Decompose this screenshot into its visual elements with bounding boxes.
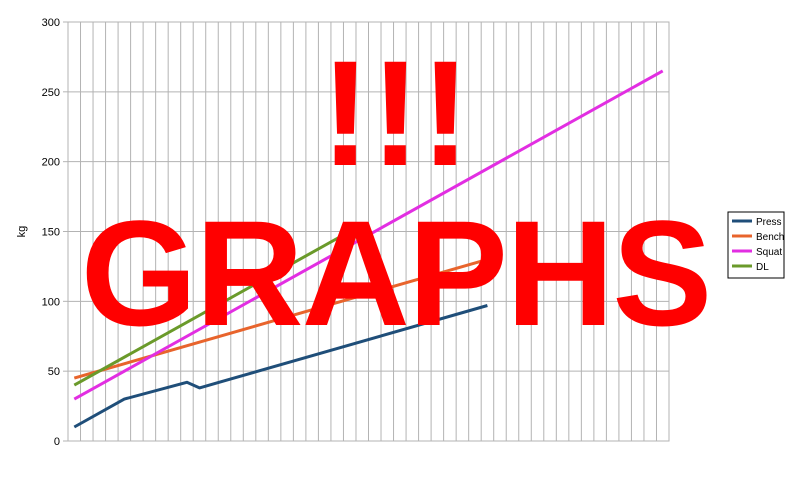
legend: Press Bench Squat DL bbox=[727, 211, 785, 279]
y-tick-label: 300 bbox=[42, 17, 60, 29]
y-tick-label: 50 bbox=[48, 366, 60, 378]
y-tick-label: 0 bbox=[54, 436, 60, 448]
legend-label-squat: Squat bbox=[756, 247, 782, 258]
series-line-dl bbox=[73, 223, 363, 387]
y-tick-label: 250 bbox=[42, 87, 60, 99]
y-tick-label: 200 bbox=[42, 157, 60, 169]
plot-area-border bbox=[67, 21, 670, 442]
series-line-press bbox=[73, 304, 488, 429]
axes: 0 50 100 150 200 250 300 kg bbox=[16, 17, 670, 448]
y-axis-label: kg bbox=[16, 226, 28, 238]
legend-label-bench: Bench bbox=[756, 232, 784, 243]
series-line-squat bbox=[73, 69, 664, 401]
legend-label-press: Press bbox=[756, 217, 782, 228]
legend-label-dl: DL bbox=[756, 262, 769, 273]
grid bbox=[67, 21, 670, 442]
y-tick-label: 150 bbox=[42, 227, 60, 239]
series-group bbox=[73, 69, 664, 429]
y-tick-label: 100 bbox=[42, 296, 60, 308]
series-line-bench bbox=[73, 257, 488, 380]
